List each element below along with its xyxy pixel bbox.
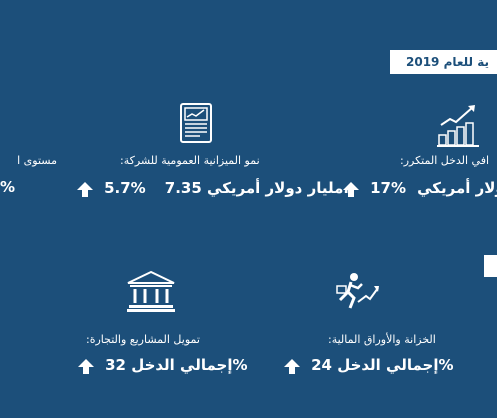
card-value: % xyxy=(0,178,16,196)
card-value-b: 5.7% xyxy=(104,179,146,197)
bank-building-icon xyxy=(127,270,175,312)
card-value-a: 7.35 مليار دولار أمريكي، xyxy=(164,179,350,197)
card-label: الخزانة والأوراق المالية: xyxy=(328,333,436,346)
card-value-row: 5.7% 7.35 مليار دولار أمريكي، xyxy=(77,178,349,197)
card-value-row: إجمالي الدخل 24% xyxy=(284,355,454,374)
up-arrow-icon xyxy=(343,182,359,197)
money-growth-icon xyxy=(437,105,479,147)
card-value: إجمالي الدخل 32% xyxy=(105,356,248,374)
up-arrow-icon xyxy=(284,359,300,374)
card-label: مستوى ا xyxy=(17,154,57,167)
report-chart-icon xyxy=(180,103,212,143)
side-tab-marker xyxy=(484,255,497,277)
card-value-b: 17% xyxy=(370,179,406,197)
card-label: نمو الميزانية العمومية للشركة: xyxy=(120,154,260,167)
up-arrow-icon xyxy=(77,182,93,197)
card-value: إجمالي الدخل 24% xyxy=(311,356,454,374)
card-label: تمويل المشاريع والتجارة: xyxy=(86,333,200,346)
up-arrow-icon xyxy=(78,359,94,374)
growth-runner-icon xyxy=(336,273,379,309)
card-value-row: 17% دولار أمريكي، xyxy=(343,178,497,197)
year-heading: ية للعام 2019 xyxy=(390,50,497,74)
card-label: افي الدخل المتكرر: xyxy=(400,154,490,167)
card-value-row: إجمالي الدخل 32% xyxy=(78,355,248,374)
card-value-a: دولار أمريكي، xyxy=(417,179,497,197)
